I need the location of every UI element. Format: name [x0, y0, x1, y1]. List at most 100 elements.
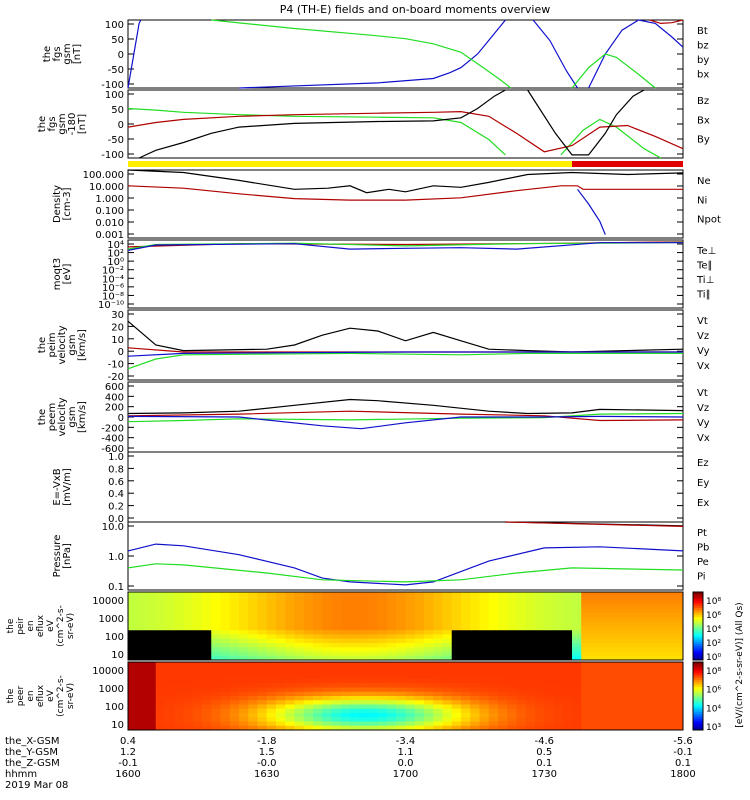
spectrogram-cell: [433, 666, 443, 671]
spectrogram-cell: [590, 638, 601, 644]
spectrogram-cell: [340, 626, 351, 631]
spectrogram-cell: [396, 626, 406, 631]
spectrogram-cell: [220, 700, 231, 705]
spectrogram-cell: [553, 725, 564, 731]
colorbar-cell: [693, 702, 703, 706]
spectrogram-cell: [331, 621, 342, 627]
spectrogram-cell: [562, 613, 573, 618]
spectrogram-cell: [405, 655, 416, 661]
spectrogram-cell: [479, 600, 490, 606]
spectrogram-cell: [248, 600, 258, 606]
spectrogram-cell: [461, 691, 471, 697]
spectrogram-cell: [313, 708, 323, 714]
spectrogram-cell: [516, 626, 527, 631]
spectrogram-cell: [359, 725, 369, 731]
colorbar-tick: 10²: [706, 639, 721, 649]
legend-Vz: Vz: [697, 331, 709, 342]
spectrogram-cell: [507, 634, 517, 640]
spectrogram-cell: [368, 638, 379, 644]
spectrogram-cell: [424, 596, 434, 601]
spectrogram-cell: [618, 708, 628, 714]
spectrogram-cell: [377, 647, 388, 652]
spectrogram-cell: [516, 717, 527, 722]
spectrogram-cell: [599, 592, 610, 597]
spectrogram-cell: [424, 592, 434, 597]
spectrogram-cell: [239, 651, 249, 657]
spectrogram-cell: [155, 662, 166, 667]
y-tick-label: 0.0: [108, 514, 124, 525]
spectrogram-cell: [414, 655, 425, 661]
spectrogram-cell: [294, 687, 305, 693]
spectrogram-cell: [229, 696, 240, 701]
spectrogram-cell: [294, 696, 305, 701]
spectrogram-cell: [636, 655, 647, 661]
spectrogram-cell: [183, 721, 194, 727]
spectrogram-cell: [248, 596, 258, 601]
spectrogram-cell: [155, 725, 166, 731]
spectrogram-cell: [128, 592, 138, 597]
spectrogram-cell: [183, 613, 194, 618]
spectrogram-cell: [387, 643, 397, 648]
spectrogram-cell: [609, 626, 619, 631]
spectrogram-cell: [229, 630, 240, 635]
spectrogram-cell: [405, 679, 416, 684]
spectrogram-cell: [396, 643, 406, 648]
y-axis-label-line: sr-eV): [66, 683, 76, 709]
spectrogram-cell: [451, 604, 462, 610]
spectrogram-cell: [599, 609, 610, 614]
spectrogram-cell: [368, 666, 379, 671]
spectrogram-cell: [368, 621, 379, 627]
spectrogram-cell: [544, 666, 554, 671]
spectrogram-cell: [285, 655, 295, 661]
spectrogram-cell: [220, 662, 231, 667]
spectrogram-cell: [396, 700, 406, 705]
spectrogram-cell: [479, 700, 490, 705]
spectrogram-cell: [322, 596, 332, 601]
spectrogram-cell: [202, 683, 212, 688]
spectrogram-cell: [146, 713, 157, 718]
series-Vt: [127, 320, 684, 353]
spectrogram-cell: [414, 704, 425, 710]
spectrogram-cell: [673, 721, 684, 727]
spectrogram-cell: [239, 679, 249, 684]
spectrogram-cell: [276, 725, 286, 731]
spectrogram-cell: [507, 662, 517, 667]
spectrogram-cell: [350, 674, 360, 680]
spectrogram-cell: [331, 600, 342, 606]
legend-Te⊥: Te⊥: [696, 246, 716, 257]
spectrogram-cell: [627, 651, 638, 657]
spectrogram-cell: [470, 626, 480, 631]
spectrogram-cell: [461, 662, 471, 667]
spectrogram-cell: [507, 696, 517, 701]
spectrogram-cell: [562, 700, 573, 705]
spectrogram-cell: [331, 609, 342, 614]
spectrogram-cell: [350, 613, 360, 618]
spectrogram-cell: [636, 651, 647, 657]
spectrogram-cell: [174, 643, 184, 648]
spectrogram-cell: [572, 600, 582, 606]
spectrogram-cell: [673, 662, 684, 667]
spectrogram-cell: [396, 687, 406, 693]
spectrogram-cell: [618, 643, 628, 648]
spectrogram-cell: [211, 634, 221, 640]
spectrogram-cell: [498, 721, 508, 727]
spectrogram-cell: [239, 687, 249, 693]
spectrogram-cell: [618, 592, 628, 597]
spectrogram-cell: [128, 643, 138, 648]
spectrogram-cell: [192, 687, 203, 693]
spectrogram-cell: [137, 691, 147, 697]
spectrogram-cell: [322, 655, 332, 661]
spectrogram-cell: [387, 604, 397, 610]
spectrogram-cell: [424, 696, 434, 701]
spectrogram-cell: [183, 634, 194, 640]
spectrogram-cell: [618, 647, 628, 652]
spectrogram-cell: [424, 613, 434, 618]
y-axis-label-line: [km/s]: [77, 329, 88, 361]
spectrogram-cell: [303, 713, 314, 718]
spectrogram-cell: [303, 596, 314, 601]
spectrogram-cell: [673, 643, 684, 648]
status-bar: [128, 161, 683, 167]
spectrogram-cell: [155, 683, 166, 688]
y-axis-label-line: peer: [16, 685, 26, 706]
